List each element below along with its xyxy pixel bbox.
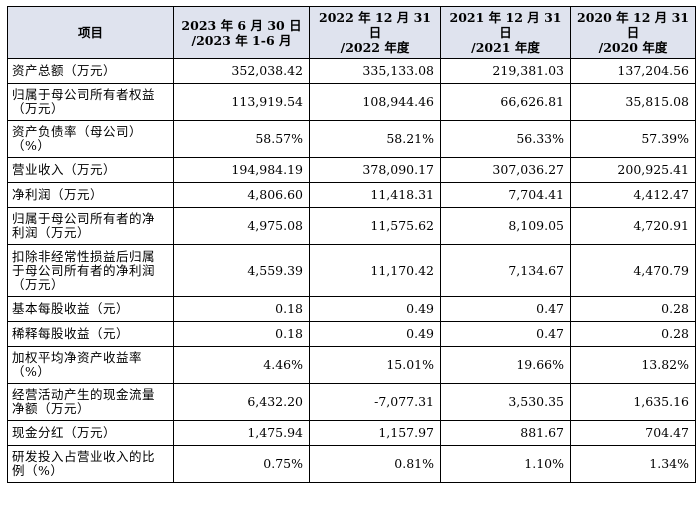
cell-value: 0.47	[440, 296, 571, 322]
cell-value: 7,704.41	[440, 182, 571, 208]
header-line-2: /2021 年度	[471, 40, 540, 55]
cell-value: 4,412.47	[570, 182, 696, 208]
row-label: 资产负债率（母公司）（%）	[7, 120, 174, 158]
cell-value: 7,134.67	[440, 244, 571, 297]
row-label: 研发投入占营业收入的比例（%）	[7, 445, 174, 483]
cell-value: 3,530.35	[440, 383, 571, 421]
header-line-2: /2023 年 1-6 月	[191, 32, 292, 48]
row-label: 基本每股收益（元）	[7, 296, 174, 322]
header-line-1: 2023 年 6 月 30 日	[181, 17, 302, 33]
cell-value: 4,720.91	[570, 207, 696, 245]
cell-value: 15.01%	[309, 346, 441, 384]
header-line-1: 2022 年 12 月 31 日	[319, 10, 431, 40]
cell-value: 58.21%	[309, 120, 441, 158]
document-page: 项目 2023 年 6 月 30 日/2023 年 1-6 月 2022 年 1…	[7, 6, 696, 483]
header-line-2: /2022 年度	[340, 40, 410, 55]
cell-value: 0.75%	[173, 445, 310, 483]
header-line-1: 2021 年 12 月 31 日	[449, 10, 562, 40]
header-item-label: 项目	[77, 25, 103, 40]
header-line-2: /2020 年度	[598, 40, 668, 55]
cell-value: 0.81%	[309, 445, 441, 483]
cell-value: 57.39%	[570, 120, 696, 158]
cell-value: -7,077.31	[309, 383, 441, 421]
cell-value: 8,109.05	[440, 207, 571, 245]
table-header-row: 项目 2023 年 6 月 30 日/2023 年 1-6 月 2022 年 1…	[7, 6, 696, 59]
row-label: 经营活动产生的现金流量净额（万元）	[7, 383, 174, 421]
cell-value: 1.34%	[570, 445, 696, 483]
table-row: 归属于母公司所有者权益（万元） 113,919.54 108,944.46 66,62…	[7, 83, 696, 121]
row-label: 净利润（万元）	[7, 182, 174, 208]
header-2020: 2020 年 12 月 31 日/2020 年度	[570, 6, 696, 59]
cell-value: 58.57%	[173, 120, 310, 158]
cell-value: 11,418.31	[309, 182, 441, 208]
cell-value: 1,635.16	[570, 383, 696, 421]
cell-value: 881.67	[440, 420, 571, 446]
financial-indicators-table: 项目 2023 年 6 月 30 日/2023 年 1-6 月 2022 年 1…	[7, 6, 696, 483]
cell-value: 35,815.08	[570, 83, 696, 121]
table-row: 资产总额（万元） 352,038.42 335,133.08 219,381.03 13…	[7, 58, 696, 84]
cell-value: 335,133.08	[309, 58, 441, 84]
table-row: 基本每股收益（元） 0.18 0.49 0.47 0.28	[7, 296, 696, 322]
table-row: 现金分红（万元） 1,475.94 1,157.97 881.67 704.47	[7, 420, 696, 446]
cell-value: 4,559.39	[173, 244, 310, 297]
row-label: 归属于母公司所有者权益（万元）	[7, 83, 174, 121]
table-row: 加权平均净资产收益率（%） 4.46% 15.01% 19.66% 13.82%	[7, 346, 696, 384]
table-row: 归属于母公司所有者的净利润（万元） 4,975.08 11,575.62 8,109.…	[7, 207, 696, 245]
cell-value: 1,157.97	[309, 420, 441, 446]
cell-value: 13.82%	[570, 346, 696, 384]
cell-value: 352,038.42	[173, 58, 310, 84]
table-row: 资产负债率（母公司）（%） 58.57% 58.21% 56.33% 57.39%	[7, 120, 696, 158]
header-line-1: 2020 年 12 月 31 日	[577, 10, 689, 40]
cell-value: 113,919.54	[173, 83, 310, 121]
cell-value: 1,475.94	[173, 420, 310, 446]
cell-value: 200,925.41	[570, 157, 696, 183]
row-label: 扣除非经常性损益后归属于母公司所有者的净利润（万元）	[7, 244, 174, 297]
table-row: 研发投入占营业收入的比例（%） 0.75% 0.81% 1.10% 1.34%	[7, 445, 696, 483]
row-label: 加权平均净资产收益率（%）	[7, 346, 174, 384]
cell-value: 4,975.08	[173, 207, 310, 245]
header-2022: 2022 年 12 月 31 日/2022 年度	[309, 6, 441, 59]
table-row: 净利润（万元） 4,806.60 11,418.31 7,704.41 4,412.47	[7, 182, 696, 208]
header-2021: 2021 年 12 月 31 日/2021 年度	[440, 6, 571, 59]
cell-value: 4.46%	[173, 346, 310, 384]
cell-value: 0.49	[309, 321, 441, 347]
cell-value: 378,090.17	[309, 157, 441, 183]
cell-value: 704.47	[570, 420, 696, 446]
cell-value: 1.10%	[440, 445, 571, 483]
table-row: 扣除非经常性损益后归属于母公司所有者的净利润（万元） 4,559.39 11,170…	[7, 244, 696, 297]
cell-value: 4,470.79	[570, 244, 696, 297]
cell-value: 56.33%	[440, 120, 571, 158]
header-item: 项目	[7, 6, 174, 59]
cell-value: 0.18	[173, 321, 310, 347]
cell-value: 194,984.19	[173, 157, 310, 183]
table-row: 营业收入（万元） 194,984.19 378,090.17 307,036.27 20…	[7, 157, 696, 183]
cell-value: 0.28	[570, 296, 696, 322]
cell-value: 66,626.81	[440, 83, 571, 121]
header-2023h1: 2023 年 6 月 30 日/2023 年 1-6 月	[173, 6, 310, 59]
table-row: 稀释每股收益（元） 0.18 0.49 0.47 0.28	[7, 321, 696, 347]
cell-value: 108,944.46	[309, 83, 441, 121]
row-label: 归属于母公司所有者的净利润（万元）	[7, 207, 174, 245]
cell-value: 11,170.42	[309, 244, 441, 297]
row-label: 现金分红（万元）	[7, 420, 174, 446]
table-row: 经营活动产生的现金流量净额（万元） 6,432.20 -7,077.31 3,530.…	[7, 383, 696, 421]
row-label: 资产总额（万元）	[7, 58, 174, 84]
row-label: 稀释每股收益（元）	[7, 321, 174, 347]
cell-value: 307,036.27	[440, 157, 571, 183]
row-label: 营业收入（万元）	[7, 157, 174, 183]
cell-value: 6,432.20	[173, 383, 310, 421]
cell-value: 19.66%	[440, 346, 571, 384]
cell-value: 4,806.60	[173, 182, 310, 208]
cell-value: 0.18	[173, 296, 310, 322]
cell-value: 219,381.03	[440, 58, 571, 84]
table-body: 资产总额（万元） 352,038.42 335,133.08 219,381.03 13…	[7, 58, 696, 483]
cell-value: 137,204.56	[570, 58, 696, 84]
cell-value: 0.49	[309, 296, 441, 322]
cell-value: 0.28	[570, 321, 696, 347]
cell-value: 11,575.62	[309, 207, 441, 245]
cell-value: 0.47	[440, 321, 571, 347]
